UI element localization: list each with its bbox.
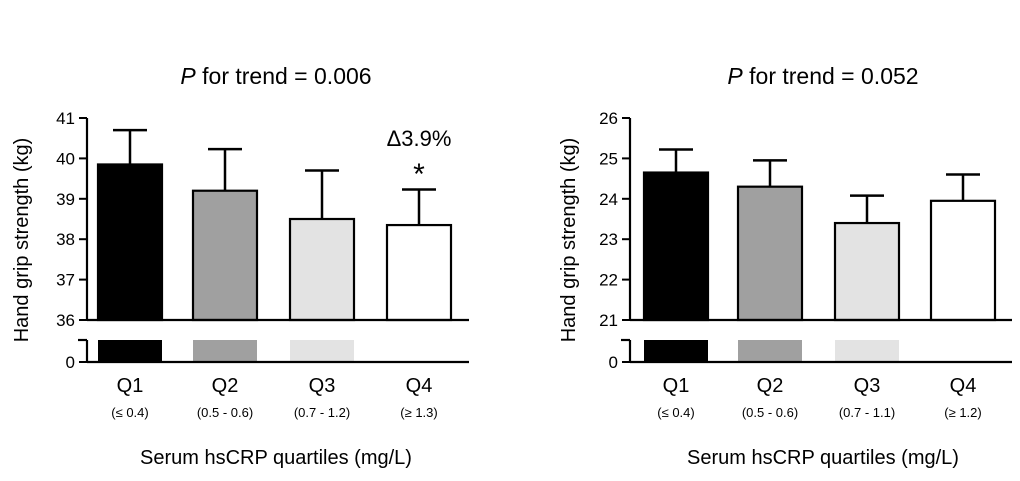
y-tick-label: 39 xyxy=(56,190,75,209)
p-trend-prefix: P xyxy=(727,63,743,89)
bar-base-q3 xyxy=(290,340,354,362)
y-axis-label: Hand grip strength (kg) xyxy=(558,138,580,343)
category-range-label: (≤ 0.4) xyxy=(111,405,148,420)
y-tick-label: 36 xyxy=(56,311,75,330)
y-tick-label: 38 xyxy=(56,230,75,249)
bar-q2 xyxy=(736,185,804,322)
p-trend-value: for trend = 0.006 xyxy=(196,63,372,89)
p-trend-prefix: P xyxy=(180,63,196,89)
x-axis-label: Serum hsCRP quartiles (mg/L) xyxy=(687,447,959,469)
p-trend-label: P for trend = 0.052 xyxy=(727,63,918,89)
bar-q1 xyxy=(642,171,710,322)
bar-base-q2 xyxy=(738,340,802,362)
category-label: Q3 xyxy=(309,375,336,397)
category-label: Q2 xyxy=(757,375,784,397)
bar-base-q1 xyxy=(98,340,162,362)
category-range-label: (0.5 - 0.6) xyxy=(197,405,253,420)
category-range-label: (≥ 1.3) xyxy=(400,405,437,420)
category-range-label: (≥ 1.2) xyxy=(944,405,981,420)
category-label: Q1 xyxy=(117,375,144,397)
category-label: Q1 xyxy=(663,375,690,397)
y-tick-label: 26 xyxy=(599,109,618,128)
bar-q4 xyxy=(385,223,453,322)
y-tick-label-zero: 0 xyxy=(66,353,75,372)
category-label: Q4 xyxy=(950,375,977,397)
y-tick-label: 22 xyxy=(599,271,618,290)
y-tick-label-zero: 0 xyxy=(609,353,618,372)
category-label: Q4 xyxy=(406,375,433,397)
p-trend-label: P for trend = 0.006 xyxy=(180,63,371,89)
bar-base-q1 xyxy=(644,340,708,362)
x-axis-label: Serum hsCRP quartiles (mg/L) xyxy=(140,447,412,469)
percent-difference-annotation: Δ3.9% xyxy=(387,126,452,151)
category-label: Q2 xyxy=(212,375,239,397)
bar-base-q4 xyxy=(386,339,452,363)
category-range-label: (0.7 - 1.1) xyxy=(839,405,895,420)
y-tick-label: 40 xyxy=(56,149,75,168)
bar-q3 xyxy=(833,221,901,322)
chart-panel-women: P for trend = 0.052 Hand grip strength (k… xyxy=(558,63,1012,469)
bar-q4 xyxy=(929,199,997,322)
y-tick-label: 23 xyxy=(599,230,618,249)
bar-base-q2 xyxy=(193,340,257,362)
chart-panel-men: P for trend = 0.006 Hand grip strength (k… xyxy=(11,63,469,469)
y-tick-label: 21 xyxy=(599,311,618,330)
y-tick-label: 24 xyxy=(599,190,618,209)
y-tick-label: 41 xyxy=(56,109,75,128)
bar-base-q3 xyxy=(835,340,899,362)
y-tick-label: 25 xyxy=(599,149,618,168)
bar-q1 xyxy=(96,163,164,322)
category-range-label: (0.7 - 1.2) xyxy=(294,405,350,420)
bar-q2 xyxy=(191,189,259,322)
y-axis-label: Hand grip strength (kg) xyxy=(11,138,33,343)
category-range-label: (≤ 0.4) xyxy=(657,405,694,420)
category-range-label: (0.5 - 0.6) xyxy=(742,405,798,420)
category-label: Q3 xyxy=(854,375,881,397)
significance-asterisk: * xyxy=(413,158,425,191)
y-tick-label: 37 xyxy=(56,271,75,290)
p-trend-value: for trend = 0.052 xyxy=(743,63,919,89)
bar-q3 xyxy=(288,217,356,322)
bar-base-q4 xyxy=(930,339,996,363)
